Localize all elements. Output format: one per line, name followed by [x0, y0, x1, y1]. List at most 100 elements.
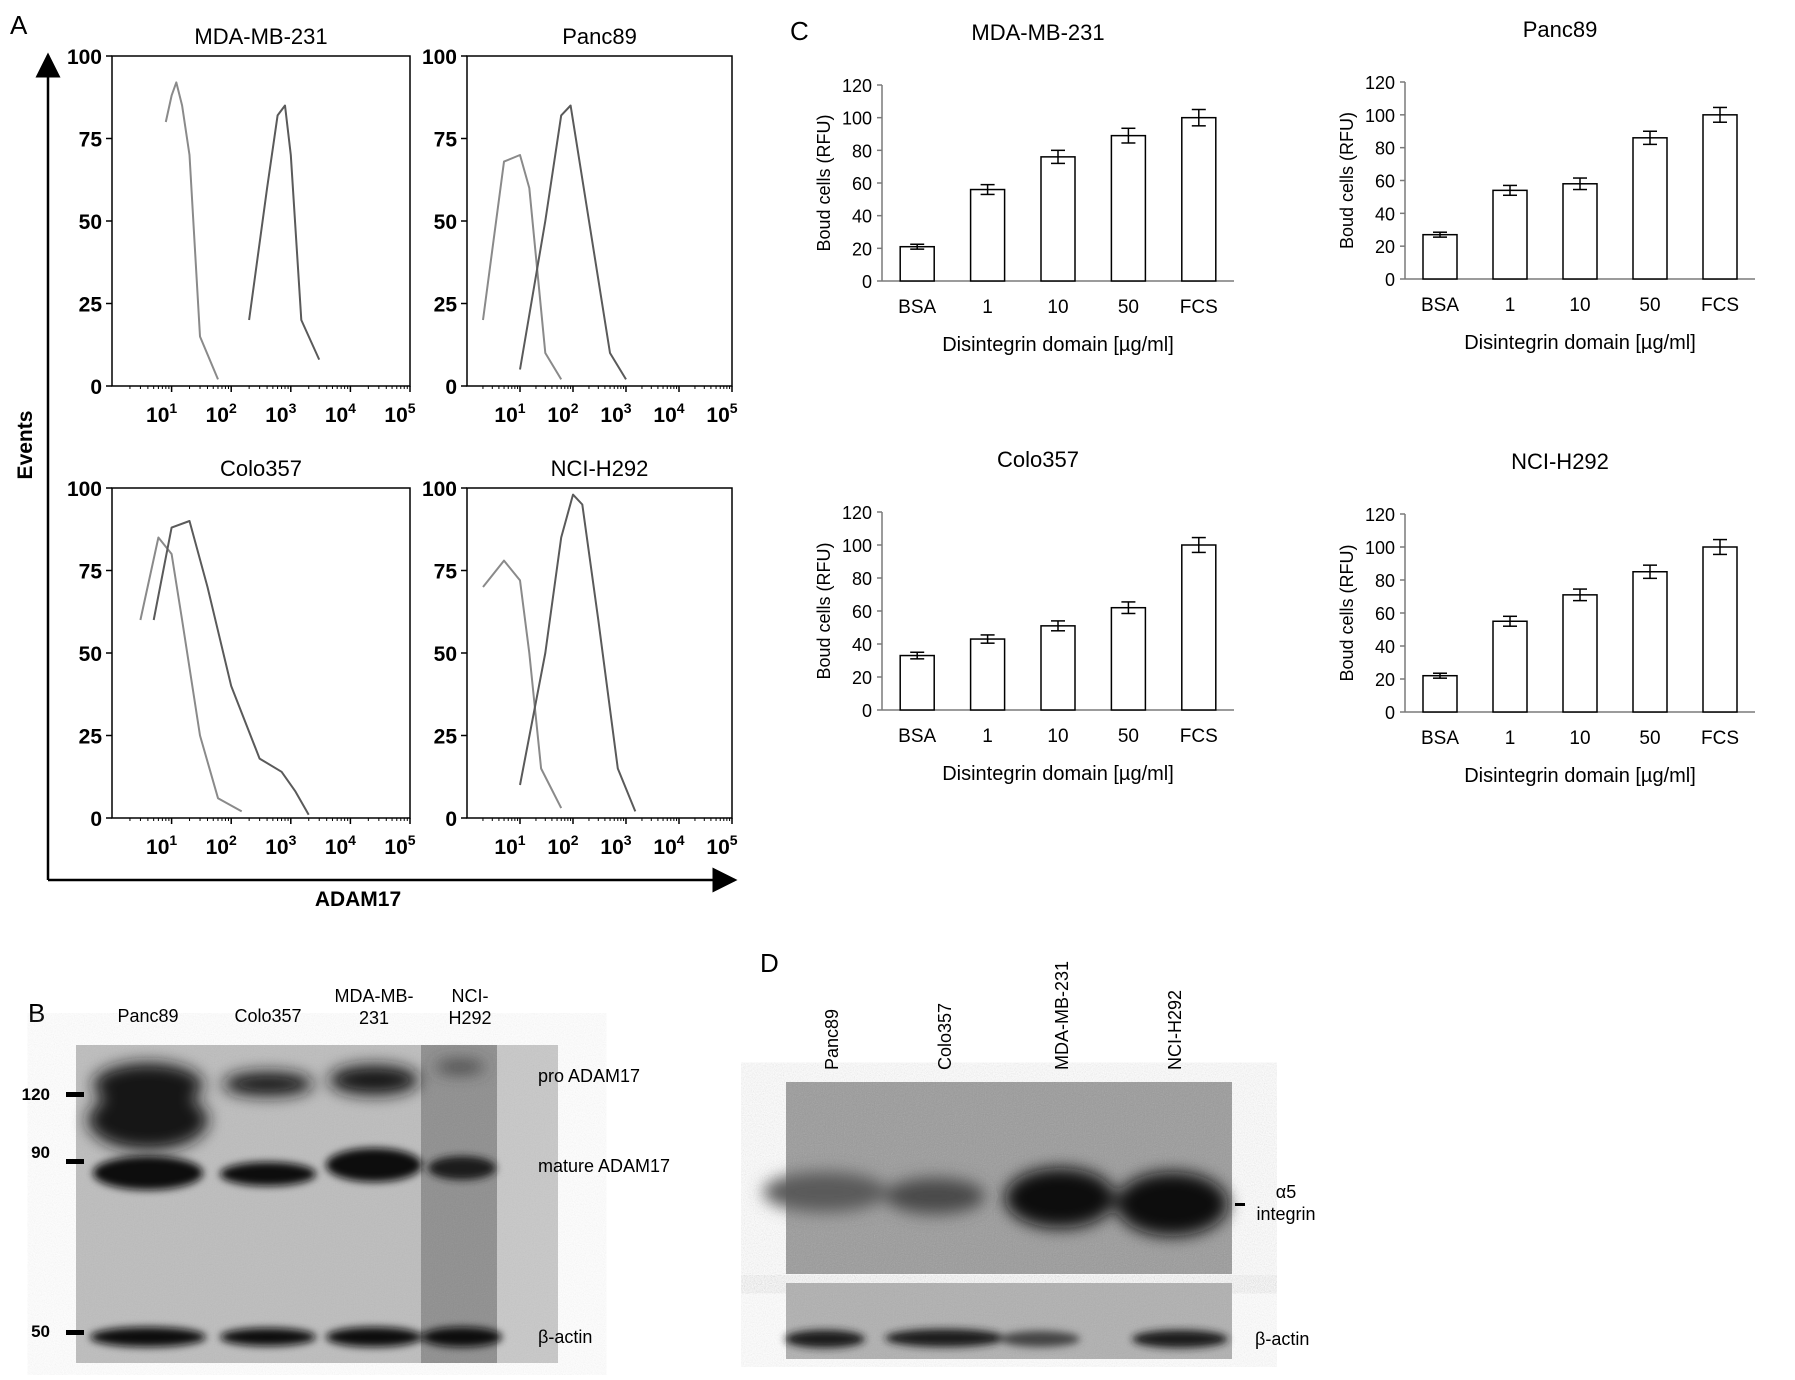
bar	[969, 638, 1006, 711]
bar-chart-title: Panc89	[1523, 17, 1598, 42]
panel-d-labels: Panc89 Colo357 MDA-MB-231 NCI-H292 α5 integri…	[822, 961, 1316, 1349]
y-tick-label: 25	[434, 294, 458, 317]
histogram-frame	[466, 487, 733, 819]
bar	[1702, 546, 1738, 713]
y-tick-label: 80	[852, 141, 872, 161]
histogram-frame	[466, 55, 733, 387]
x-tick-label: 10	[1569, 728, 1590, 749]
histogram-title: Colo357	[220, 456, 302, 481]
histogram-panel: Panc89 100 75 50 25 0 101 102 103 104 105	[422, 24, 738, 427]
y-tick-label: 40	[852, 635, 872, 655]
bar	[1181, 116, 1217, 282]
x-axis-label: Disintegrin domain [µg/ml]	[1464, 765, 1696, 787]
x-tick-label: 101	[146, 400, 177, 427]
y-tick-label: 100	[67, 478, 102, 501]
y-tick-label: 0	[862, 701, 872, 721]
histogram-curve	[152, 520, 310, 816]
y-tick-label: 100	[1365, 106, 1395, 126]
blot-lane-label: NCI-H292	[1165, 990, 1185, 1070]
histogram-frame	[111, 55, 411, 387]
blot-band-label: pro ADAM17	[538, 1066, 640, 1086]
bar-chart-title: MDA-MB-231	[971, 20, 1104, 45]
y-tick-label: 75	[79, 561, 103, 584]
bar-chart: MDA-MB-231 0 20 40 60 80 100 120 Boud cells (RFU…	[814, 20, 1234, 356]
y-tick-label: 40	[852, 207, 872, 227]
blot-lane-label: Colo357	[935, 1003, 955, 1070]
x-tick-label: 102	[547, 832, 578, 859]
bar	[1422, 233, 1458, 280]
bar-chart: Panc89 0 20 40 60 80 100 120 Boud cells (RFU) BSA…	[1337, 17, 1755, 354]
x-tick-label: 102	[206, 832, 237, 859]
x-tick-label: 1	[982, 297, 993, 318]
x-tick-label: BSA	[1421, 295, 1459, 316]
blot-lane-label: MDA-MB-231	[1052, 961, 1072, 1070]
histogram-curve	[482, 559, 563, 809]
bar	[1181, 544, 1217, 711]
y-tick-label: 25	[79, 294, 103, 317]
x-tick-label: 103	[265, 832, 296, 859]
y-axis-label: Boud cells (RFU)	[1337, 112, 1357, 249]
x-tick-label: 10	[1047, 726, 1068, 747]
bar	[1422, 674, 1458, 713]
x-tick-label: FCS	[1701, 295, 1739, 316]
panel-label-b: B	[28, 998, 45, 1028]
x-tick-label: 103	[265, 400, 296, 427]
y-tick-label: 50	[434, 643, 457, 666]
panel-b-labels: Panc89 Colo357 MDA-MB-231 NCI-H292 120 90 50 pr…	[22, 986, 670, 1347]
x-tick-label: 104	[653, 832, 684, 859]
bar	[899, 654, 935, 711]
histogram-title: MDA-MB-231	[194, 24, 327, 49]
blot-lane-label: MDA-MB-231	[335, 986, 414, 1028]
panel-a-axes	[35, 52, 738, 893]
blot-band-label: β-actin	[538, 1327, 592, 1347]
y-tick-label: 75	[79, 129, 103, 152]
x-tick-label: 1	[1505, 728, 1516, 749]
bar	[1702, 114, 1738, 280]
y-tick-label: 120	[1365, 73, 1395, 93]
bar-chart-title: Colo357	[997, 447, 1079, 472]
x-tick-label: BSA	[1421, 728, 1459, 749]
panel-label-d: D	[760, 948, 779, 978]
y-tick-label: 0	[90, 808, 102, 831]
histogram-curve	[248, 104, 321, 361]
x-tick-label: 105	[384, 832, 415, 859]
x-tick-label: 105	[384, 400, 415, 427]
bar-chart-title: NCI-H292	[1511, 449, 1609, 474]
x-tick-label: BSA	[898, 297, 936, 318]
histogram-title: NCI-H292	[551, 456, 649, 481]
blot-band-label: mature ADAM17	[538, 1156, 670, 1176]
histogram-curve	[482, 154, 563, 380]
x-tick-label: 1	[1505, 295, 1516, 316]
panel-a-histograms: MDA-MB-231 100 75 50 25 0 101 102 103 104 105 Panc8…	[67, 24, 738, 859]
histogram-curve	[164, 81, 219, 380]
x-tick-label: 104	[653, 400, 684, 427]
y-tick-label: 120	[842, 503, 872, 523]
bar	[969, 188, 1006, 282]
x-tick-label: 10	[1569, 295, 1590, 316]
x-axis-label: Disintegrin domain [µg/ml]	[1464, 332, 1696, 354]
y-tick-label: 60	[852, 602, 872, 622]
y-tick-label: 0	[1385, 703, 1395, 723]
x-tick-label: 50	[1118, 297, 1139, 318]
x-tick-label: FCS	[1180, 297, 1218, 318]
y-tick-label: 80	[852, 569, 872, 589]
bar	[1110, 606, 1147, 711]
bar	[1110, 134, 1147, 282]
molecular-weight-marker: 120	[22, 1085, 50, 1104]
histogram-panel: NCI-H292 100 75 50 25 0 101 102 103 104 105	[422, 456, 738, 859]
y-tick-label: 0	[1385, 270, 1395, 290]
y-tick-label: 0	[90, 376, 102, 399]
x-tick-label: FCS	[1701, 728, 1739, 749]
y-tick-label: 20	[852, 668, 872, 688]
y-tick-label: 50	[79, 643, 102, 666]
y-tick-label: 20	[852, 239, 872, 259]
bar	[1492, 189, 1528, 280]
bar	[1492, 620, 1528, 713]
y-axis-label: Boud cells (RFU)	[814, 542, 834, 679]
y-tick-label: 25	[79, 726, 103, 749]
y-tick-label: 120	[1365, 505, 1395, 525]
y-tick-label: 60	[1375, 604, 1395, 624]
histogram-panel: MDA-MB-231 100 75 50 25 0 101 102 103 104 105	[67, 24, 416, 427]
bar	[1632, 571, 1668, 713]
